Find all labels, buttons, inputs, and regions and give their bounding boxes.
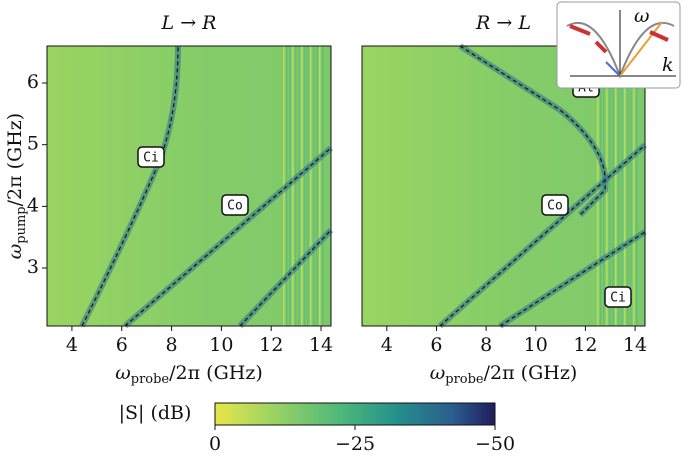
axis-label: ωpump/2π (GHz): [4, 113, 29, 259]
heatmap-streak: [633, 46, 635, 326]
heatmap-streak: [612, 46, 614, 326]
annotation: Ci: [610, 291, 626, 306]
heatmap-streak: [615, 46, 617, 326]
annotation: Ci: [143, 151, 159, 166]
heatmap-streak: [304, 46, 306, 326]
model-line: [239, 229, 332, 327]
subscript: probe: [131, 372, 170, 387]
heatmap-streak: [621, 46, 623, 326]
rest: /2π (GHz): [4, 113, 26, 207]
heatmap-streak: [636, 46, 638, 326]
x-tick-label: 8: [166, 334, 178, 356]
model-line: [499, 231, 646, 327]
heatmap-streak: [624, 46, 626, 326]
x-tick-label: 14: [309, 334, 333, 356]
x-tick-label: 12: [573, 334, 597, 356]
subscript: pump: [14, 206, 29, 243]
heatmap-streak: [618, 46, 620, 326]
rest: /2π (GHz): [484, 362, 578, 384]
annotation-box: [137, 146, 165, 168]
inset-arrow: [619, 21, 663, 77]
colorbar-tick-label: 0: [209, 433, 221, 454]
colorbar: [214, 402, 496, 426]
axis-label: ωprobe/2π (GHz): [115, 362, 263, 387]
heatmap-streak: [301, 46, 303, 326]
x-tick-label: 4: [381, 334, 393, 356]
model-line: [459, 45, 607, 216]
inset-y-label: ω: [634, 5, 650, 27]
heatmap-streak: [307, 46, 309, 326]
plot-frame: [361, 45, 646, 327]
annotation: Co: [547, 199, 563, 214]
heatmap-streak: [313, 46, 315, 326]
plot-frame: [46, 45, 332, 327]
inset-arrow: [605, 61, 621, 77]
x-tick-label: 10: [209, 334, 233, 356]
annotation-box: [221, 194, 249, 216]
heatmap-streak: [319, 46, 321, 326]
subscript: probe: [445, 372, 484, 387]
heatmap-streak: [295, 46, 297, 326]
panel-title: L → R: [161, 12, 217, 34]
rest: /2π (GHz): [169, 362, 263, 384]
symbol: ω: [115, 362, 131, 384]
heatmap-streak: [627, 46, 629, 326]
x-tick-label: 10: [524, 334, 548, 356]
symbol: ω: [4, 244, 26, 260]
x-tick-label: 14: [623, 334, 647, 356]
x-tick-label: 12: [259, 334, 283, 356]
heatmap-streak: [316, 46, 318, 326]
panel-title: R → L: [475, 12, 531, 34]
y-tick-label: 6: [27, 71, 39, 93]
x-tick-label: 8: [480, 334, 492, 356]
y-tick-label: 3: [27, 256, 39, 278]
heatmap-streak: [298, 46, 300, 326]
inset-spins: [569, 24, 669, 54]
annotation: Co: [227, 199, 243, 214]
colorbar-tick-label: −25: [335, 433, 375, 454]
model-line: [439, 144, 646, 327]
heatmap-streak: [292, 46, 294, 326]
inset: ω k: [556, 1, 681, 89]
heatmap-streak: [609, 46, 611, 326]
annotation-box: [541, 194, 569, 216]
colorbar-label: |S| (dB): [119, 402, 192, 424]
axis-label: ωprobe/2π (GHz): [430, 362, 578, 387]
heatmap-streak: [322, 46, 324, 326]
inset-x-label: k: [662, 54, 674, 76]
x-tick-label: 4: [66, 334, 78, 356]
symbol: ω: [430, 362, 446, 384]
annotation-box: [604, 286, 632, 308]
y-tick-label: 5: [27, 133, 39, 155]
heatmap-streak: [630, 46, 632, 326]
colorbar-tick-label: −50: [475, 433, 515, 454]
x-tick-label: 6: [430, 334, 442, 356]
x-tick-label: 6: [116, 334, 128, 356]
y-tick-label: 4: [27, 194, 39, 216]
model-line: [124, 147, 332, 327]
inset-frame: [556, 1, 681, 89]
heatmap-streak: [310, 46, 312, 326]
